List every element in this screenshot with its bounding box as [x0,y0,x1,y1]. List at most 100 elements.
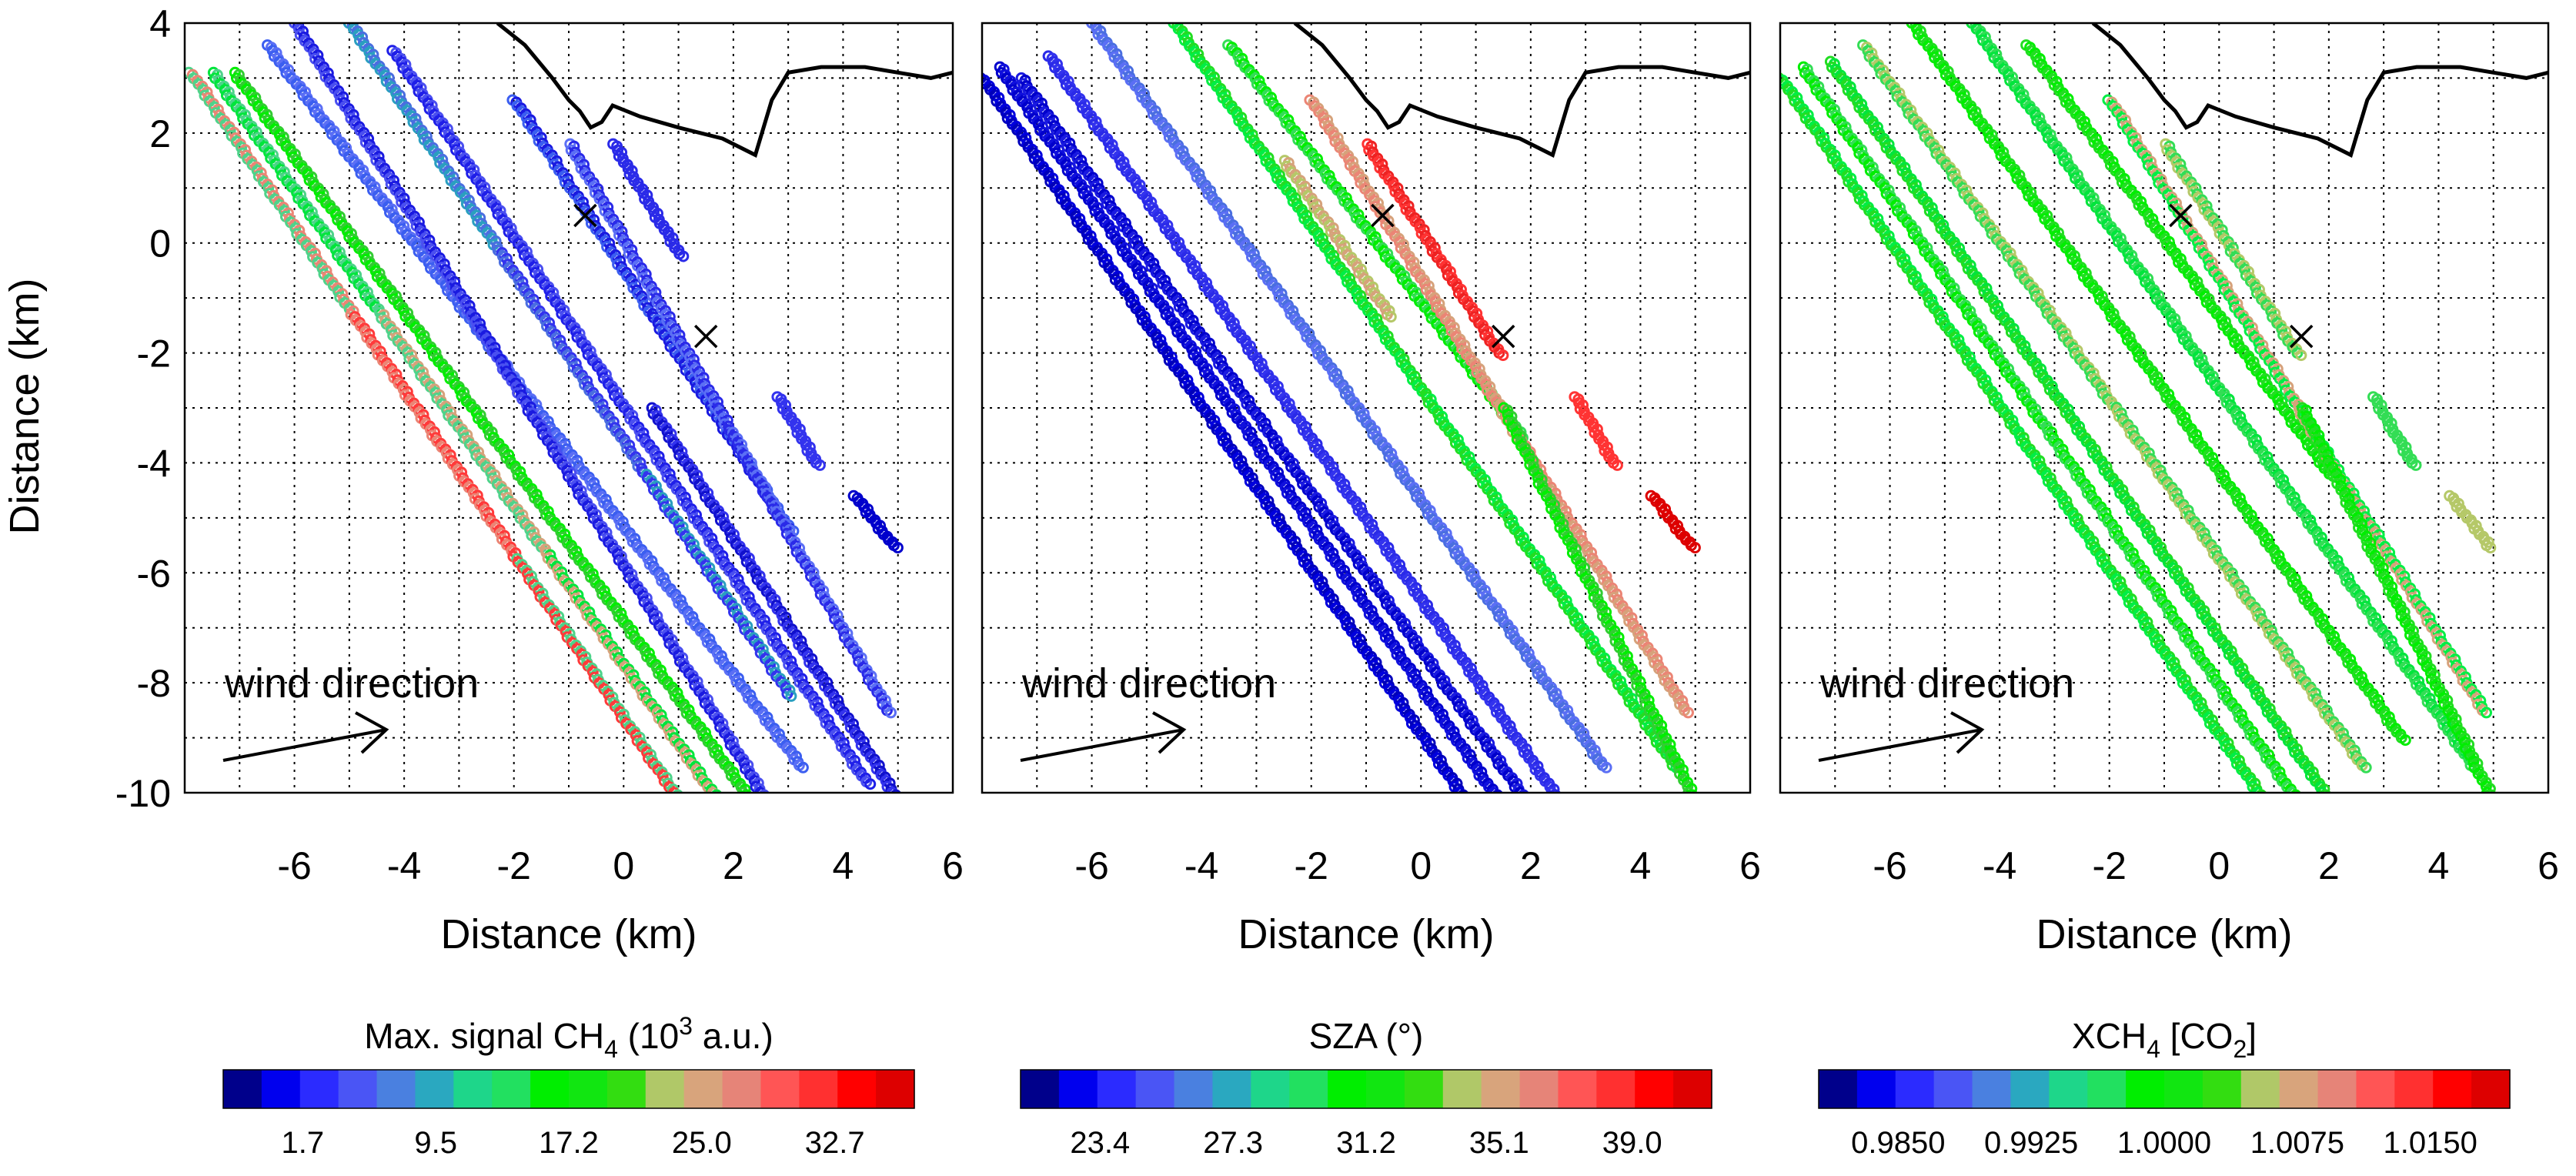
colorbar-swatch [1174,1070,1214,1108]
colorbar-title: SZA (°) [1309,1016,1424,1056]
colorbar-swatch [1021,1070,1060,1108]
colorbar-tick-label: 32.7 [805,1126,865,1160]
data-point [797,761,809,773]
colorbar-swatch [1366,1070,1405,1108]
colorbar-swatch [492,1070,531,1108]
data-point [1514,787,1526,793]
scatter-series [982,23,1701,793]
colorbar-tick-label: 17.2 [539,1126,599,1160]
colorbar-swatch [261,1070,301,1108]
data-point [759,789,770,793]
y-tick-label: -10 [115,772,171,815]
data-point [2251,787,2264,793]
colorbar-swatch [1212,1070,1251,1108]
wind-direction-label: wind direction [1021,660,1276,707]
data-point [754,787,767,793]
data-point [1453,787,1465,793]
y-tick-label: 0 [149,222,171,266]
data-point [677,250,690,262]
data-point [890,789,901,793]
source-marker [693,324,718,349]
coastline [496,23,953,158]
colorbar-swatch [1558,1070,1597,1108]
x-axis-label: Distance (km) [1238,911,1494,957]
colorbar-tick-label: 1.7 [281,1126,324,1160]
colorbar-swatch [799,1070,838,1108]
source-marker [573,203,597,228]
y-tick-label: -4 [137,442,171,485]
colorbar-swatch [453,1070,493,1108]
x-tick-label: -4 [1184,844,1218,887]
data-point [1518,789,1529,793]
data-point [1682,787,1695,793]
colorbar-swatch [338,1070,378,1108]
colorbar-swatch [722,1070,762,1108]
data-point [864,778,877,790]
x-tick-label: -6 [277,844,311,887]
colorbar-swatch [376,1070,416,1108]
colorbar-swatch [876,1070,915,1108]
colorbar-swatch [1289,1070,1328,1108]
colorbar-swatch [530,1070,570,1108]
colorbar-title: Max. signal CH4 (103 a.u.) [364,1012,773,1063]
x-tick-label: 6 [1739,844,1761,887]
data-point [1780,72,1785,84]
data-point [1492,789,1503,793]
data-point [711,789,722,793]
y-tick-label: -2 [137,332,171,376]
x-tick-label: 2 [723,844,744,887]
data-point [886,787,898,793]
scatter-series [1780,23,2497,793]
data-point [672,789,683,793]
wind-arrow [222,711,389,762]
data-point [1686,789,1698,793]
colorbar-swatch [1673,1070,1712,1108]
wind-arrow [1020,711,1187,762]
data-point [668,787,680,793]
x-tick-label: -6 [1074,844,1108,887]
data-point [885,707,897,719]
x-tick-label: 2 [1520,844,1542,887]
colorbar-swatch [299,1070,339,1108]
colorbar-swatch [837,1070,877,1108]
scatter-series [185,23,904,793]
x-tick-label: 6 [942,844,964,887]
data-point [891,542,904,554]
colorbar-swatch [1442,1070,1482,1108]
plot-frame [183,22,954,794]
y-tick-label: 2 [149,112,171,155]
x-tick-label: 4 [1630,844,1652,887]
data-point [1458,789,1469,793]
colorbar-swatch [1635,1070,1674,1108]
colorbar-swatch [645,1070,685,1108]
data-point [1682,707,1694,719]
x-tick-label: -2 [1294,844,1328,887]
colorbar-swatch [1596,1070,1635,1108]
data-point [1488,787,1500,793]
colorbar-swatch [760,1070,800,1108]
colorbar-swatch [1481,1070,1521,1108]
colorbar-swatch [223,1070,262,1108]
data-point [1497,349,1509,362]
source-marker [1371,203,1395,228]
colorbar-tick-label: 31.2 [1336,1126,1396,1160]
x-tick-label: -2 [496,844,530,887]
colorbar-swatch [569,1070,608,1108]
colorbar-swatch [1251,1070,1290,1108]
colorbar-tick-label: 23.4 [1070,1126,1130,1160]
colorbar-tick-label: 25.0 [672,1126,732,1160]
x-axis-label: Distance (km) [440,911,697,957]
colorbar-swatch [1328,1070,1367,1108]
wind-direction-label: wind direction [224,660,479,707]
colorbar-tick-label: 27.3 [1203,1126,1263,1160]
data-point [1611,459,1623,471]
colorbar-tick-label: 35.1 [1469,1126,1529,1160]
plot-frame [981,22,1752,794]
colorbar-swatch [1097,1070,1137,1108]
